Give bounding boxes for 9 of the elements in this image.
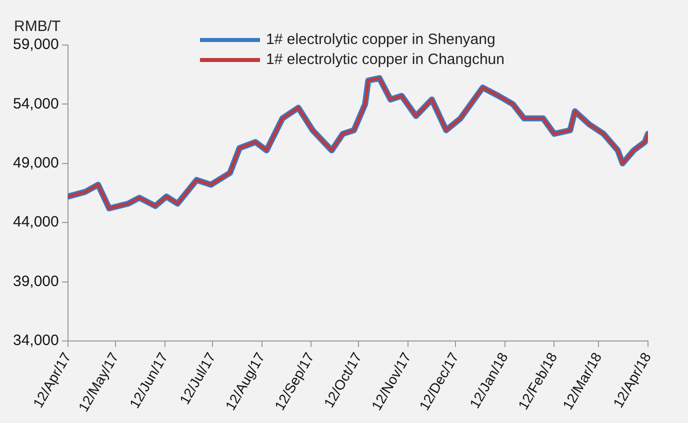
legend-label: 1# electrolytic copper in Changchun: [266, 50, 504, 70]
y-tick-label: 34,000: [12, 332, 59, 350]
y-tick-label: 49,000: [12, 154, 59, 172]
y-tick-label: 39,000: [12, 272, 59, 290]
y-tick-label: 59,000: [12, 36, 59, 54]
y-tick-label: 54,000: [12, 95, 59, 112]
y-axis-title: RMB/T: [14, 18, 61, 35]
y-tick-label: 44,000: [12, 214, 59, 231]
legend-label: 1# electrolytic copper in Shenyang: [266, 30, 496, 50]
